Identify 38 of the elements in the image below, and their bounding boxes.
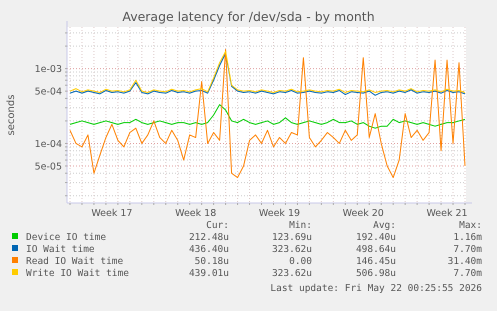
y-axis-title: seconds (6, 94, 17, 136)
x-tick-label: Week 19 (258, 208, 300, 219)
text: 50.18u (194, 256, 229, 267)
legend-label: Read IO Wait time (26, 256, 124, 267)
line-series (70, 104, 466, 129)
x-tick-label: Week 17 (91, 208, 132, 219)
text: 0.00 (289, 256, 312, 267)
legend-label: Write IO Wait time (26, 268, 130, 279)
y-tick-label: 5e-04 (34, 86, 62, 98)
text: 506.98u (356, 268, 396, 279)
text: 31.40m (448, 256, 482, 267)
text: 439.01u (188, 268, 229, 279)
text: Cur: (206, 220, 229, 231)
text: Avg: (373, 220, 396, 231)
text: 123.69u (272, 232, 312, 243)
text: Min: (289, 220, 312, 231)
text: 146.45u (356, 256, 396, 267)
text: 7.70m (453, 244, 482, 255)
x-tick-label: Week 18 (175, 208, 216, 219)
chart-title: Average latency for /dev/sda - by month (122, 9, 375, 24)
x-tick-label: Week 21 (426, 208, 468, 219)
y-tick-label: 5e-05 (34, 161, 62, 172)
text: Max: (459, 220, 482, 231)
text: 436.40u (188, 244, 229, 255)
legend-label: IO Wait time (26, 244, 95, 255)
text: 1.16m (453, 232, 482, 243)
line-series (70, 49, 466, 178)
text: 323.62u (272, 268, 312, 279)
text: 7.70m (453, 268, 482, 279)
text: 212.48u (188, 232, 229, 243)
text: 498.64u (356, 244, 396, 255)
text: Last update: Fri May 22 00:25:55 2026 (270, 283, 482, 294)
text: 323.62u (272, 244, 312, 255)
legend-label: Device IO time (26, 232, 106, 243)
x-tick-label: Week 20 (342, 208, 384, 219)
y-tick-label: 1e-04 (34, 138, 62, 150)
y-tick-label: 1e-03 (34, 64, 62, 76)
text: 192.40u (356, 232, 396, 243)
